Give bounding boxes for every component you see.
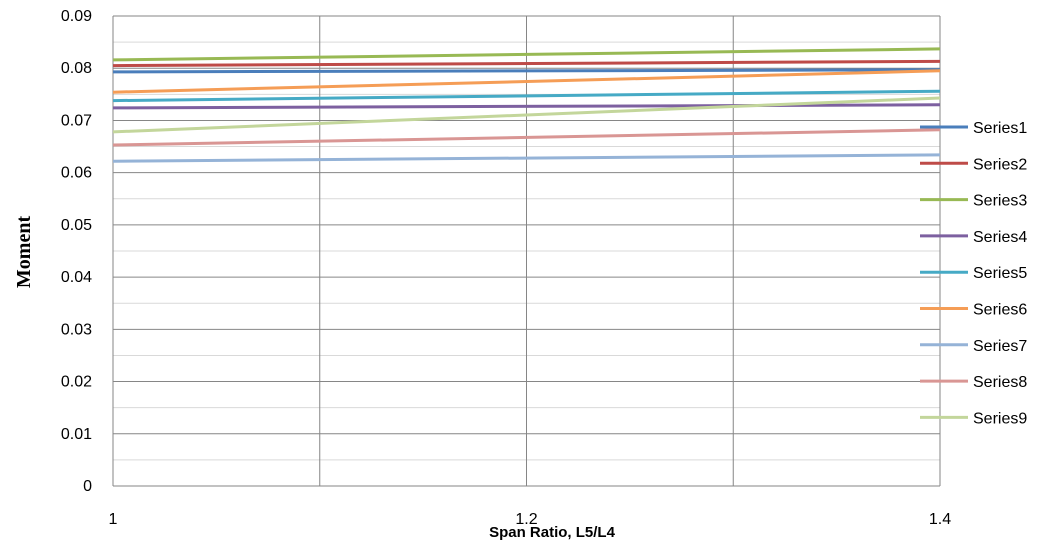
y-tick-label: 0 <box>83 478 92 495</box>
series-line-3 <box>112 47 941 62</box>
legend-label: Series3 <box>973 193 1027 210</box>
legend-label: Series6 <box>973 302 1027 319</box>
y-axis-ticks: 0 0.01 0.02 0.03 0.04 0.05 0.06 0.07 0.08 0.09 <box>61 8 92 495</box>
series-line-8 <box>112 128 941 147</box>
y-tick-label: 0.08 <box>61 60 92 77</box>
series-line-5 <box>112 89 941 103</box>
x-tick-label: 1.4 <box>929 511 951 528</box>
legend-label: Series2 <box>973 156 1027 173</box>
y-tick-label: 0.05 <box>61 217 92 234</box>
legend-label: Series4 <box>973 229 1027 246</box>
y-tick-label: 0.06 <box>61 165 92 182</box>
y-tick-label: 0.03 <box>61 321 92 338</box>
series-line-9 <box>112 96 941 134</box>
legend-label: Series9 <box>973 410 1027 427</box>
x-tick-label: 1 <box>109 511 118 528</box>
legend-label: Series7 <box>973 338 1027 355</box>
series-line-7 <box>112 153 941 163</box>
legend-label: Series8 <box>973 374 1027 391</box>
gridlines <box>112 15 941 487</box>
y-axis-title: Moment <box>13 216 35 289</box>
legend: Series1 Series2 Series3 Series4 Series5 Serie… <box>920 120 1027 427</box>
x-axis-title: Span Ratio, L5/L4 <box>489 524 616 541</box>
series-line-4 <box>112 103 941 110</box>
legend-label: Series1 <box>973 120 1027 137</box>
legend-label: Series5 <box>973 265 1027 282</box>
x-axis-ticks: 1 1.2 1.4 <box>109 511 952 528</box>
y-tick-label: 0.04 <box>61 269 92 286</box>
series-line-6 <box>112 69 941 94</box>
y-tick-label: 0.07 <box>61 112 92 129</box>
y-tick-label: 0.09 <box>61 8 92 25</box>
series-line-1 <box>112 68 941 74</box>
y-tick-label: 0.01 <box>61 426 92 443</box>
x-tick-label: 1.2 <box>515 511 537 528</box>
y-tick-label: 0.02 <box>61 374 92 391</box>
series-line-2 <box>112 59 941 68</box>
series-lines <box>112 47 941 163</box>
